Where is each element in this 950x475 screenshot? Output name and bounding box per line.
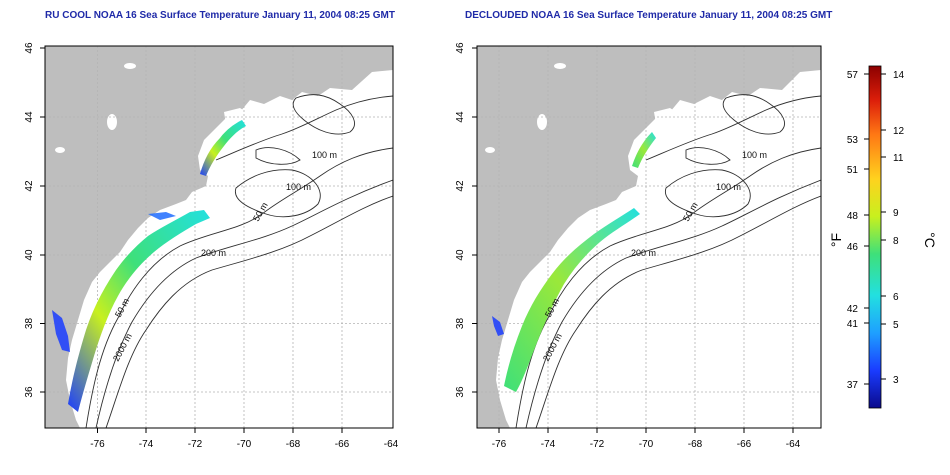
right-lake-2 xyxy=(537,114,547,130)
right-map-panel: 100 m 100 m 50 m 200 m 50 m 2000 m -76 -… xyxy=(455,42,822,450)
right-panel-title: DECLOUDED NOAA 16 Sea Surface Temperatur… xyxy=(465,10,833,21)
left-y-tick-label: 44 xyxy=(24,111,35,123)
colorbar-c-label: 9 xyxy=(893,208,899,219)
right-lake-1 xyxy=(554,63,566,69)
left-sst-band-north xyxy=(200,120,246,176)
colorbar-fahrenheit-unit: °F xyxy=(828,233,844,247)
colorbar-ticks xyxy=(864,73,886,385)
left-axis-ticks xyxy=(40,47,343,433)
colorbar-f-label: 57 xyxy=(847,70,859,81)
right-y-tick-label: 38 xyxy=(455,318,466,330)
left-x-tick-label: -74 xyxy=(139,439,154,450)
left-gulf-inlet xyxy=(224,108,266,138)
left-x-tick-label: -70 xyxy=(237,439,252,450)
colorbar-c-label: 11 xyxy=(893,153,904,164)
colorbar-c-label: 6 xyxy=(893,292,899,303)
left-lake-2 xyxy=(107,114,117,130)
left-x-tick-label: -64 xyxy=(384,439,399,450)
left-contour-label-2: 100 m xyxy=(286,182,311,192)
right-y-tick-label: 42 xyxy=(455,180,466,192)
right-land-mass xyxy=(477,46,821,428)
left-panel-title: RU COOL NOAA 16 Sea Surface Temperature … xyxy=(45,10,395,21)
right-map-frame xyxy=(476,45,822,429)
right-x-tick-label: -74 xyxy=(541,439,556,450)
colorbar-c-label: 3 xyxy=(893,375,899,386)
right-x-tick-label: -64 xyxy=(786,439,801,450)
left-y-tick-label: 40 xyxy=(24,249,35,261)
left-x-tick-label: -76 xyxy=(90,439,105,450)
right-axis-ticks xyxy=(472,47,794,433)
right-y-tick-label: 36 xyxy=(455,386,466,398)
left-lake-1 xyxy=(124,63,136,69)
colorbar-f-label: 53 xyxy=(847,135,859,146)
right-contour-label-2: 100 m xyxy=(716,182,741,192)
temperature-colorbar: 57 53 51 48 46 42 41 37 14 12 11 9 8 6 5… xyxy=(828,65,938,409)
right-sst-band-north xyxy=(632,132,656,168)
left-contour-label-1: 100 m xyxy=(312,150,337,160)
right-x-tick-label: -70 xyxy=(639,439,654,450)
colorbar-f-label: 48 xyxy=(847,211,859,222)
left-map-panel: 100 m 100 m 50 m 200 m 50 m 2000 m -76 -… xyxy=(24,42,399,450)
right-grid xyxy=(477,46,821,428)
right-x-tick-label: -66 xyxy=(737,439,752,450)
right-x-tick-label: -76 xyxy=(492,439,507,450)
right-y-tick-label: 40 xyxy=(455,249,466,261)
colorbar-f-label: 51 xyxy=(847,165,859,176)
left-x-tick-label: -72 xyxy=(188,439,203,450)
left-x-tick-label: -68 xyxy=(286,439,301,450)
left-contours xyxy=(85,94,393,428)
colorbar-f-label: 41 xyxy=(847,319,859,330)
left-y-tick-label: 38 xyxy=(24,318,35,330)
right-y-tick-label: 46 xyxy=(455,42,466,54)
left-y-tick-label: 36 xyxy=(24,386,35,398)
right-x-tick-label: -72 xyxy=(590,439,605,450)
left-sst-bay xyxy=(52,310,70,352)
right-gulf-inlet xyxy=(654,108,696,138)
left-y-tick-label: 42 xyxy=(24,180,35,192)
right-sst-bay xyxy=(492,316,504,336)
colorbar-celsius-unit: °C xyxy=(922,232,938,248)
colorbar-c-label: 12 xyxy=(893,126,905,137)
colorbar-c-label: 14 xyxy=(893,70,905,81)
left-land-mass xyxy=(45,46,393,428)
left-contour-label-4: 200 m xyxy=(201,248,226,258)
right-y-tick-label: 44 xyxy=(455,111,466,123)
right-x-tick-label: -68 xyxy=(688,439,703,450)
colorbar-f-label: 42 xyxy=(847,304,859,315)
left-map-frame xyxy=(44,45,394,429)
left-sst-band-south xyxy=(68,210,210,412)
left-sst-sound xyxy=(148,212,176,220)
colorbar-c-label: 5 xyxy=(893,320,899,331)
colorbar-f-label: 46 xyxy=(847,242,859,253)
right-sst-band-south xyxy=(504,208,640,392)
right-contour-label-1: 100 m xyxy=(742,150,767,160)
left-lake-3 xyxy=(55,147,65,153)
left-y-tick-label: 46 xyxy=(24,42,35,54)
right-lake-3 xyxy=(485,147,495,153)
colorbar-f-label: 37 xyxy=(847,380,859,391)
left-x-tick-label: -66 xyxy=(335,439,350,450)
colorbar-gradient xyxy=(868,65,882,409)
right-contour-label-4: 200 m xyxy=(631,248,656,258)
colorbar-c-label: 8 xyxy=(893,236,899,247)
